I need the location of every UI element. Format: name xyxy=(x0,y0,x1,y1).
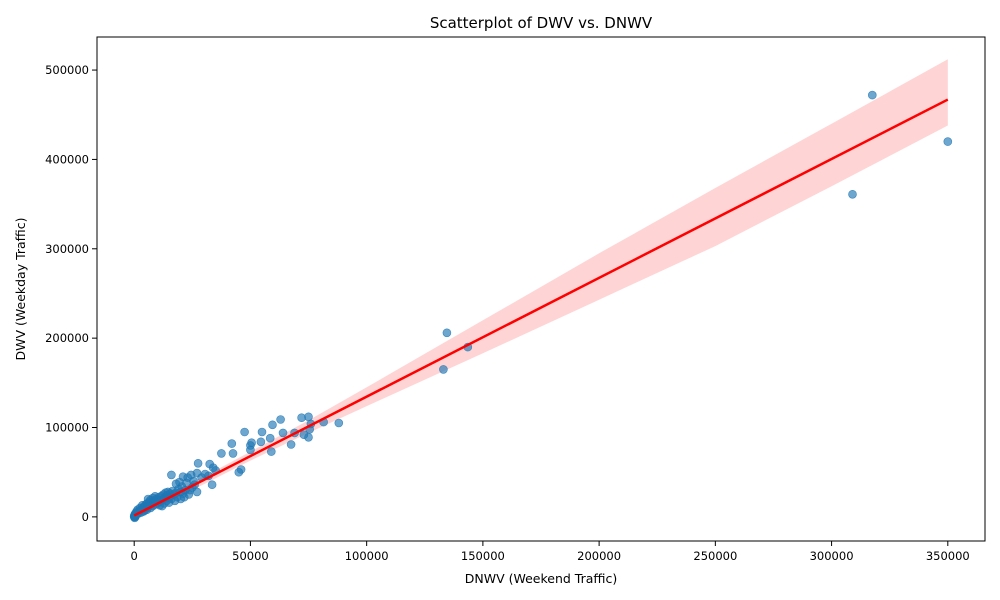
scatter-point xyxy=(442,328,452,338)
scatter-point xyxy=(257,427,267,437)
scatter-point xyxy=(227,439,237,448)
x-axis: 0 50000 100000 150000 200000 250000 300000 3500… xyxy=(131,541,970,563)
confidence-band-layer xyxy=(134,59,948,519)
scatter-point xyxy=(246,445,255,455)
confidence-band xyxy=(134,59,948,519)
scatter-point xyxy=(167,470,176,480)
scatter-point xyxy=(228,449,238,458)
x-tick-label: 0 xyxy=(131,549,138,563)
scatter-point xyxy=(205,459,214,469)
scatter-point xyxy=(276,415,285,424)
x-tick-label: 150000 xyxy=(461,549,505,563)
x-tick-label: 50000 xyxy=(232,549,269,563)
y-tick-label: 400000 xyxy=(45,152,89,166)
scatter-point xyxy=(217,449,226,458)
y-tick-label: 300000 xyxy=(45,242,89,256)
x-tick-label: 300000 xyxy=(810,549,854,563)
scatter-point xyxy=(943,137,953,146)
x-tick-label: 100000 xyxy=(345,549,389,563)
scatter-point xyxy=(265,433,275,443)
scatter-point xyxy=(334,418,344,428)
y-tick-label: 500000 xyxy=(45,63,89,77)
regression-line xyxy=(133,98,949,517)
y-tick-label: 100000 xyxy=(45,421,89,435)
x-tick-label: 200000 xyxy=(577,549,621,563)
scatter-point xyxy=(286,440,296,449)
plot-area-frame xyxy=(96,36,986,542)
scatter-point xyxy=(171,479,181,489)
x-tick-label: 350000 xyxy=(926,549,970,563)
chart-title: Scatterplot of DWV vs. DNWV xyxy=(430,14,653,32)
scatter-point xyxy=(848,190,857,199)
x-tick-label: 250000 xyxy=(693,549,737,563)
scatter-point xyxy=(439,365,448,374)
scatter-point xyxy=(234,467,244,477)
scatter-point xyxy=(297,413,306,423)
y-axis-label: DWV (Weekday Traffic) xyxy=(13,217,28,360)
y-axis: 0 100000 200000 300000 400000 500000 xyxy=(45,63,97,524)
scatter-point xyxy=(256,437,266,447)
y-tick-label: 0 xyxy=(82,510,89,524)
regression-line-layer xyxy=(133,98,949,517)
scatter-point xyxy=(268,420,277,430)
y-tick-label: 200000 xyxy=(45,331,89,345)
scatter-point xyxy=(867,90,877,100)
scatter-point xyxy=(278,428,288,438)
scatter-point xyxy=(299,430,309,440)
scatter-point xyxy=(240,427,249,437)
scatter-point xyxy=(207,480,217,490)
x-axis-label: DNWV (Weekend Traffic) xyxy=(465,571,618,586)
scatter-point xyxy=(266,447,276,456)
scatter-point xyxy=(193,458,203,468)
